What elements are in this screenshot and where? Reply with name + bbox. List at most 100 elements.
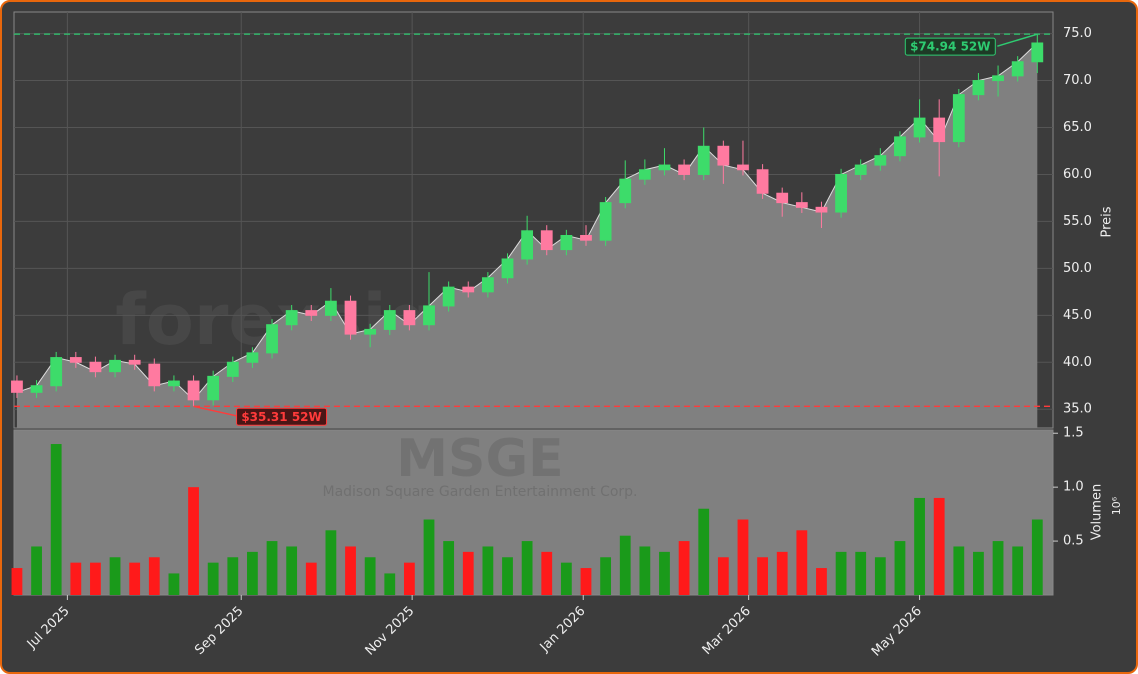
volume-bar <box>816 568 827 595</box>
candle-body <box>894 136 906 157</box>
volume-bar <box>168 573 180 595</box>
volume-bar <box>345 546 356 595</box>
candle-body <box>913 117 926 138</box>
candle-body <box>69 357 82 363</box>
volume-bar <box>541 551 553 595</box>
candle-body <box>50 357 63 387</box>
candle-body <box>835 173 847 213</box>
candle-body <box>423 305 435 326</box>
candle-body <box>187 380 200 401</box>
annotation-arrow <box>193 405 239 418</box>
candle-body <box>128 359 141 365</box>
y-tick-label: 65.0 <box>1063 120 1092 135</box>
volume-bar <box>521 541 533 595</box>
candle-body <box>246 352 259 363</box>
volume-bar <box>835 551 847 595</box>
volume-bar <box>482 546 494 595</box>
candle-body <box>168 380 180 387</box>
candle-body <box>776 192 789 204</box>
y-tick-label: 40.0 <box>1063 355 1092 370</box>
ticker-watermark: MSGE <box>396 429 563 489</box>
candle-body <box>501 258 514 279</box>
volume-bar <box>31 546 42 595</box>
volume-bar <box>188 487 199 595</box>
y2-axis-title: Volumen <box>1090 484 1105 541</box>
candle-body <box>285 310 298 326</box>
y2-exponent: 10⁶ <box>1110 496 1123 515</box>
volume-bar <box>619 535 631 595</box>
candle-body <box>266 324 278 354</box>
candle-body <box>30 385 43 393</box>
candle-body <box>737 164 749 171</box>
volume-bar <box>70 562 82 595</box>
volume-bar <box>247 551 258 595</box>
volume-bar <box>580 568 592 595</box>
candle-body <box>305 310 318 316</box>
volume-bar <box>50 444 62 595</box>
candle-body <box>795 202 808 208</box>
volume-bar <box>227 557 239 595</box>
candle-body <box>403 310 416 326</box>
candle-body <box>481 277 494 293</box>
candle-body <box>364 328 377 335</box>
volume-bar <box>776 551 788 595</box>
y-tick-label: 75.0 <box>1063 26 1092 41</box>
candle-body <box>521 230 534 260</box>
volume-bar <box>560 562 572 595</box>
volume-bar <box>894 541 906 595</box>
candle-body <box>540 230 553 251</box>
volume-bar <box>325 530 337 595</box>
volume-bar <box>659 551 670 595</box>
annotation-box <box>236 407 328 426</box>
y-tick-label: 55.0 <box>1063 214 1092 229</box>
y-axis-title: Preis <box>1100 206 1115 237</box>
y2-tick-label: 1.5 <box>1063 426 1084 441</box>
volume-bar <box>148 557 160 595</box>
candle-body <box>756 169 769 194</box>
candle-body <box>599 202 612 241</box>
volume-bar <box>403 562 415 595</box>
candle-body <box>658 164 671 171</box>
candle-body <box>1011 61 1024 77</box>
volume-bar <box>462 551 474 595</box>
candle-body <box>580 234 592 241</box>
candle-body <box>854 164 867 175</box>
volume-bar <box>717 557 729 595</box>
volume-bar <box>305 562 317 595</box>
candle-body <box>933 117 946 143</box>
volume-bar <box>129 562 141 595</box>
candle-body <box>344 300 357 335</box>
y-tick-label: 35.0 <box>1063 402 1092 417</box>
candle-body <box>972 80 985 96</box>
y2-tick-label: 1.0 <box>1063 480 1084 495</box>
volume-bar <box>207 562 219 595</box>
volume-bar <box>600 557 612 595</box>
volume-bar <box>757 557 768 595</box>
volume-bar <box>1012 546 1024 595</box>
volume-bar <box>874 557 886 595</box>
annotation-label: $74.94 52W <box>910 40 990 54</box>
volume-bar <box>914 497 925 595</box>
candle-body <box>815 206 828 213</box>
candle-body <box>325 300 337 316</box>
volume-bar <box>933 497 945 595</box>
candle-body <box>678 164 690 175</box>
candle-body <box>697 145 710 175</box>
candle-body <box>992 75 1004 82</box>
candle-body <box>952 94 965 143</box>
volume-bar <box>266 541 278 595</box>
volume-bar <box>953 546 965 595</box>
candle-body <box>148 363 161 387</box>
candle-body <box>874 155 887 166</box>
annotation-label: $35.31 52W <box>241 410 321 424</box>
volume-bar <box>502 557 513 595</box>
volume-bar <box>11 568 23 595</box>
volume-bar <box>423 519 435 595</box>
candle-body <box>109 359 121 373</box>
candle-body <box>442 286 455 307</box>
volume-bar <box>973 551 984 595</box>
annotation-arrow <box>997 33 1038 47</box>
y-tick-label: 60.0 <box>1063 167 1092 182</box>
annotation-box <box>904 37 996 56</box>
